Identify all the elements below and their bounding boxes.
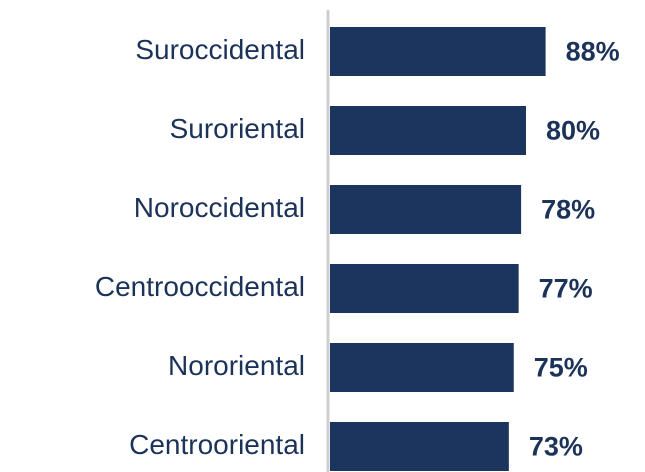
value-label: 80% bbox=[546, 116, 600, 146]
bar bbox=[330, 343, 514, 392]
value-label: 78% bbox=[541, 195, 595, 225]
value-label: 77% bbox=[539, 274, 593, 304]
value-label: 88% bbox=[566, 37, 620, 67]
category-label: Suroriental bbox=[170, 113, 305, 144]
bar bbox=[330, 27, 546, 76]
value-label: 75% bbox=[534, 353, 588, 383]
category-label: Suroccidental bbox=[135, 34, 305, 65]
bar bbox=[330, 422, 509, 471]
category-label: Noroccidental bbox=[134, 192, 305, 223]
bar bbox=[330, 106, 526, 155]
category-label: Centrooriental bbox=[129, 429, 305, 460]
bar bbox=[330, 185, 522, 234]
bar bbox=[330, 264, 519, 313]
category-label: Centrooccidental bbox=[95, 271, 305, 302]
category-label: Nororiental bbox=[168, 350, 305, 381]
value-label: 73% bbox=[529, 432, 583, 462]
